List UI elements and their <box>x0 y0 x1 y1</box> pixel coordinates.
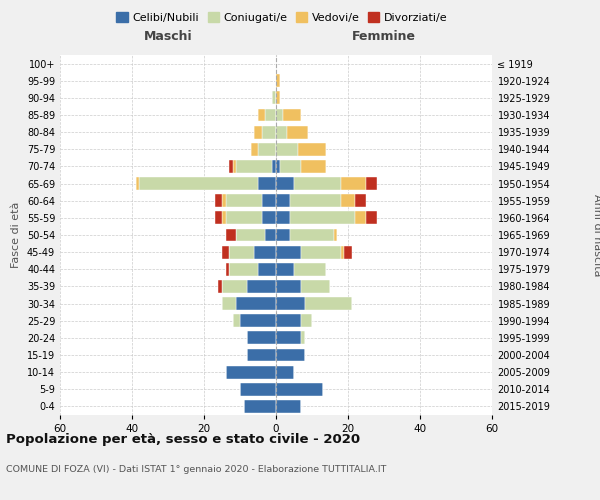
Bar <box>276 366 294 378</box>
Bar <box>258 177 276 190</box>
Bar <box>229 246 254 258</box>
Bar <box>283 108 301 122</box>
Bar <box>254 126 262 138</box>
Bar <box>366 177 377 190</box>
Bar <box>222 246 229 258</box>
Text: Anni di nascita: Anni di nascita <box>592 194 600 276</box>
Bar <box>240 383 276 396</box>
Bar <box>215 194 222 207</box>
Bar <box>301 314 312 327</box>
Bar <box>222 194 226 207</box>
Bar <box>215 212 222 224</box>
Bar <box>305 297 352 310</box>
Bar <box>272 92 276 104</box>
Bar <box>218 280 222 293</box>
Bar <box>258 143 276 156</box>
Bar <box>251 143 258 156</box>
Bar <box>294 177 341 190</box>
Legend: Celibi/Nubili, Coniugati/e, Vedovi/e, Divorziati/e: Celibi/Nubili, Coniugati/e, Vedovi/e, Di… <box>112 8 452 28</box>
Bar <box>139 177 258 190</box>
Bar <box>272 160 276 173</box>
Bar <box>276 280 301 293</box>
Bar <box>290 228 334 241</box>
Bar <box>366 212 377 224</box>
Text: Femmine: Femmine <box>352 30 416 43</box>
Bar <box>276 74 280 87</box>
Text: Maschi: Maschi <box>143 30 193 43</box>
Bar <box>276 246 301 258</box>
Bar <box>341 246 344 258</box>
Bar <box>222 212 226 224</box>
Bar <box>265 228 276 241</box>
Bar <box>276 212 290 224</box>
Bar <box>341 194 355 207</box>
Text: Popolazione per età, sesso e stato civile - 2020: Popolazione per età, sesso e stato civil… <box>6 432 360 446</box>
Bar <box>276 92 280 104</box>
Bar <box>226 194 262 207</box>
Bar <box>233 314 240 327</box>
Bar <box>226 228 236 241</box>
Bar <box>301 160 326 173</box>
Bar <box>276 160 280 173</box>
Bar <box>222 297 236 310</box>
Bar <box>229 160 233 173</box>
Bar <box>233 160 236 173</box>
Bar <box>247 348 276 362</box>
Bar <box>276 400 301 413</box>
Bar <box>262 126 276 138</box>
Bar <box>301 246 341 258</box>
Bar <box>301 332 305 344</box>
Bar <box>298 143 326 156</box>
Bar <box>229 263 258 276</box>
Y-axis label: Fasce di età: Fasce di età <box>11 202 21 268</box>
Bar <box>244 400 276 413</box>
Bar <box>276 297 305 310</box>
Bar <box>334 228 337 241</box>
Bar <box>276 177 294 190</box>
Bar <box>236 160 272 173</box>
Bar <box>276 143 298 156</box>
Bar <box>301 280 330 293</box>
Bar <box>240 314 276 327</box>
Bar <box>226 366 276 378</box>
Bar <box>355 212 366 224</box>
Bar <box>136 177 139 190</box>
Bar <box>247 280 276 293</box>
Bar <box>280 160 301 173</box>
Bar <box>262 194 276 207</box>
Bar <box>258 263 276 276</box>
Bar <box>290 194 341 207</box>
Bar <box>236 228 265 241</box>
Bar <box>276 383 323 396</box>
Bar <box>355 194 366 207</box>
Text: COMUNE DI FOZA (VI) - Dati ISTAT 1° gennaio 2020 - Elaborazione TUTTITALIA.IT: COMUNE DI FOZA (VI) - Dati ISTAT 1° genn… <box>6 466 386 474</box>
Bar <box>254 246 276 258</box>
Bar <box>276 314 301 327</box>
Bar <box>276 263 294 276</box>
Bar <box>276 348 305 362</box>
Bar <box>294 263 326 276</box>
Bar <box>290 212 355 224</box>
Bar <box>276 228 290 241</box>
Bar <box>226 263 229 276</box>
Bar <box>226 212 262 224</box>
Bar <box>247 332 276 344</box>
Bar <box>262 212 276 224</box>
Bar <box>341 177 366 190</box>
Bar <box>222 280 247 293</box>
Bar <box>236 297 276 310</box>
Bar <box>276 194 290 207</box>
Bar <box>344 246 352 258</box>
Bar <box>276 332 301 344</box>
Bar <box>265 108 276 122</box>
Bar <box>287 126 308 138</box>
Bar <box>276 108 283 122</box>
Bar <box>276 126 287 138</box>
Bar <box>258 108 265 122</box>
